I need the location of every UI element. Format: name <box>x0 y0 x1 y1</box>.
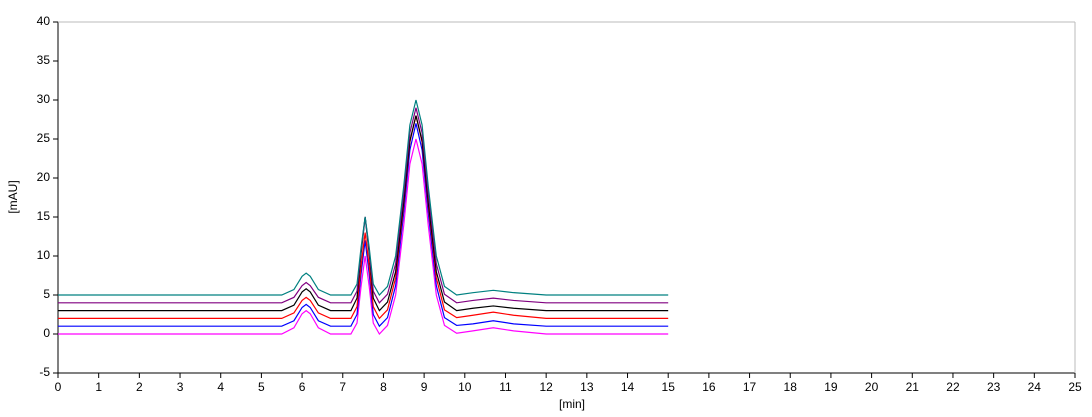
x-tick-label: 10 <box>458 380 472 394</box>
x-axis-label: [min] <box>559 397 585 411</box>
x-tick-label: 17 <box>743 380 757 394</box>
x-tick-label: 0 <box>55 380 62 394</box>
y-tick-label: 40 <box>37 14 51 28</box>
trace <box>58 115 669 312</box>
x-tick-label: 22 <box>946 380 960 394</box>
x-tick-label: 18 <box>784 380 798 394</box>
x-tick-label: 2 <box>136 380 143 394</box>
y-tick-label: 0 <box>43 326 50 340</box>
x-tick-label: 9 <box>421 380 428 394</box>
x-tick-label: 25 <box>1068 380 1082 394</box>
x-tick-label: 11 <box>499 380 512 394</box>
x-tick-label: 1 <box>95 380 102 394</box>
y-tick-label: 10 <box>37 248 51 262</box>
x-tick-label: 3 <box>177 380 184 394</box>
x-tick-label: 24 <box>1028 380 1042 394</box>
x-tick-label: 20 <box>865 380 879 394</box>
x-tick-label: 15 <box>662 380 676 394</box>
x-tick-label: 16 <box>702 380 716 394</box>
x-tick-label: 4 <box>217 380 224 394</box>
y-tick-label: -5 <box>39 365 50 379</box>
trace <box>58 138 669 336</box>
x-tick-label: 13 <box>580 380 594 394</box>
y-axis-label: [mAU] <box>6 180 20 213</box>
trace <box>58 99 669 297</box>
x-tick-label: 19 <box>824 380 838 394</box>
x-tick-label: 21 <box>906 380 920 394</box>
y-tick-label: 25 <box>37 131 51 145</box>
x-tick-label: 23 <box>987 380 1001 394</box>
y-tick-label: 15 <box>37 209 51 223</box>
trace <box>58 115 669 320</box>
x-tick-label: 12 <box>539 380 553 394</box>
y-tick-label: 35 <box>37 53 51 67</box>
trace <box>58 123 669 328</box>
y-tick-label: 5 <box>43 287 50 301</box>
x-tick-label: 5 <box>258 380 265 394</box>
x-tick-label: 14 <box>621 380 635 394</box>
x-tick-label: 8 <box>380 380 387 394</box>
y-tick-label: 30 <box>37 92 51 106</box>
y-tick-label: 20 <box>37 170 51 184</box>
x-tick-label: 6 <box>299 380 306 394</box>
x-tick-label: 7 <box>339 380 346 394</box>
